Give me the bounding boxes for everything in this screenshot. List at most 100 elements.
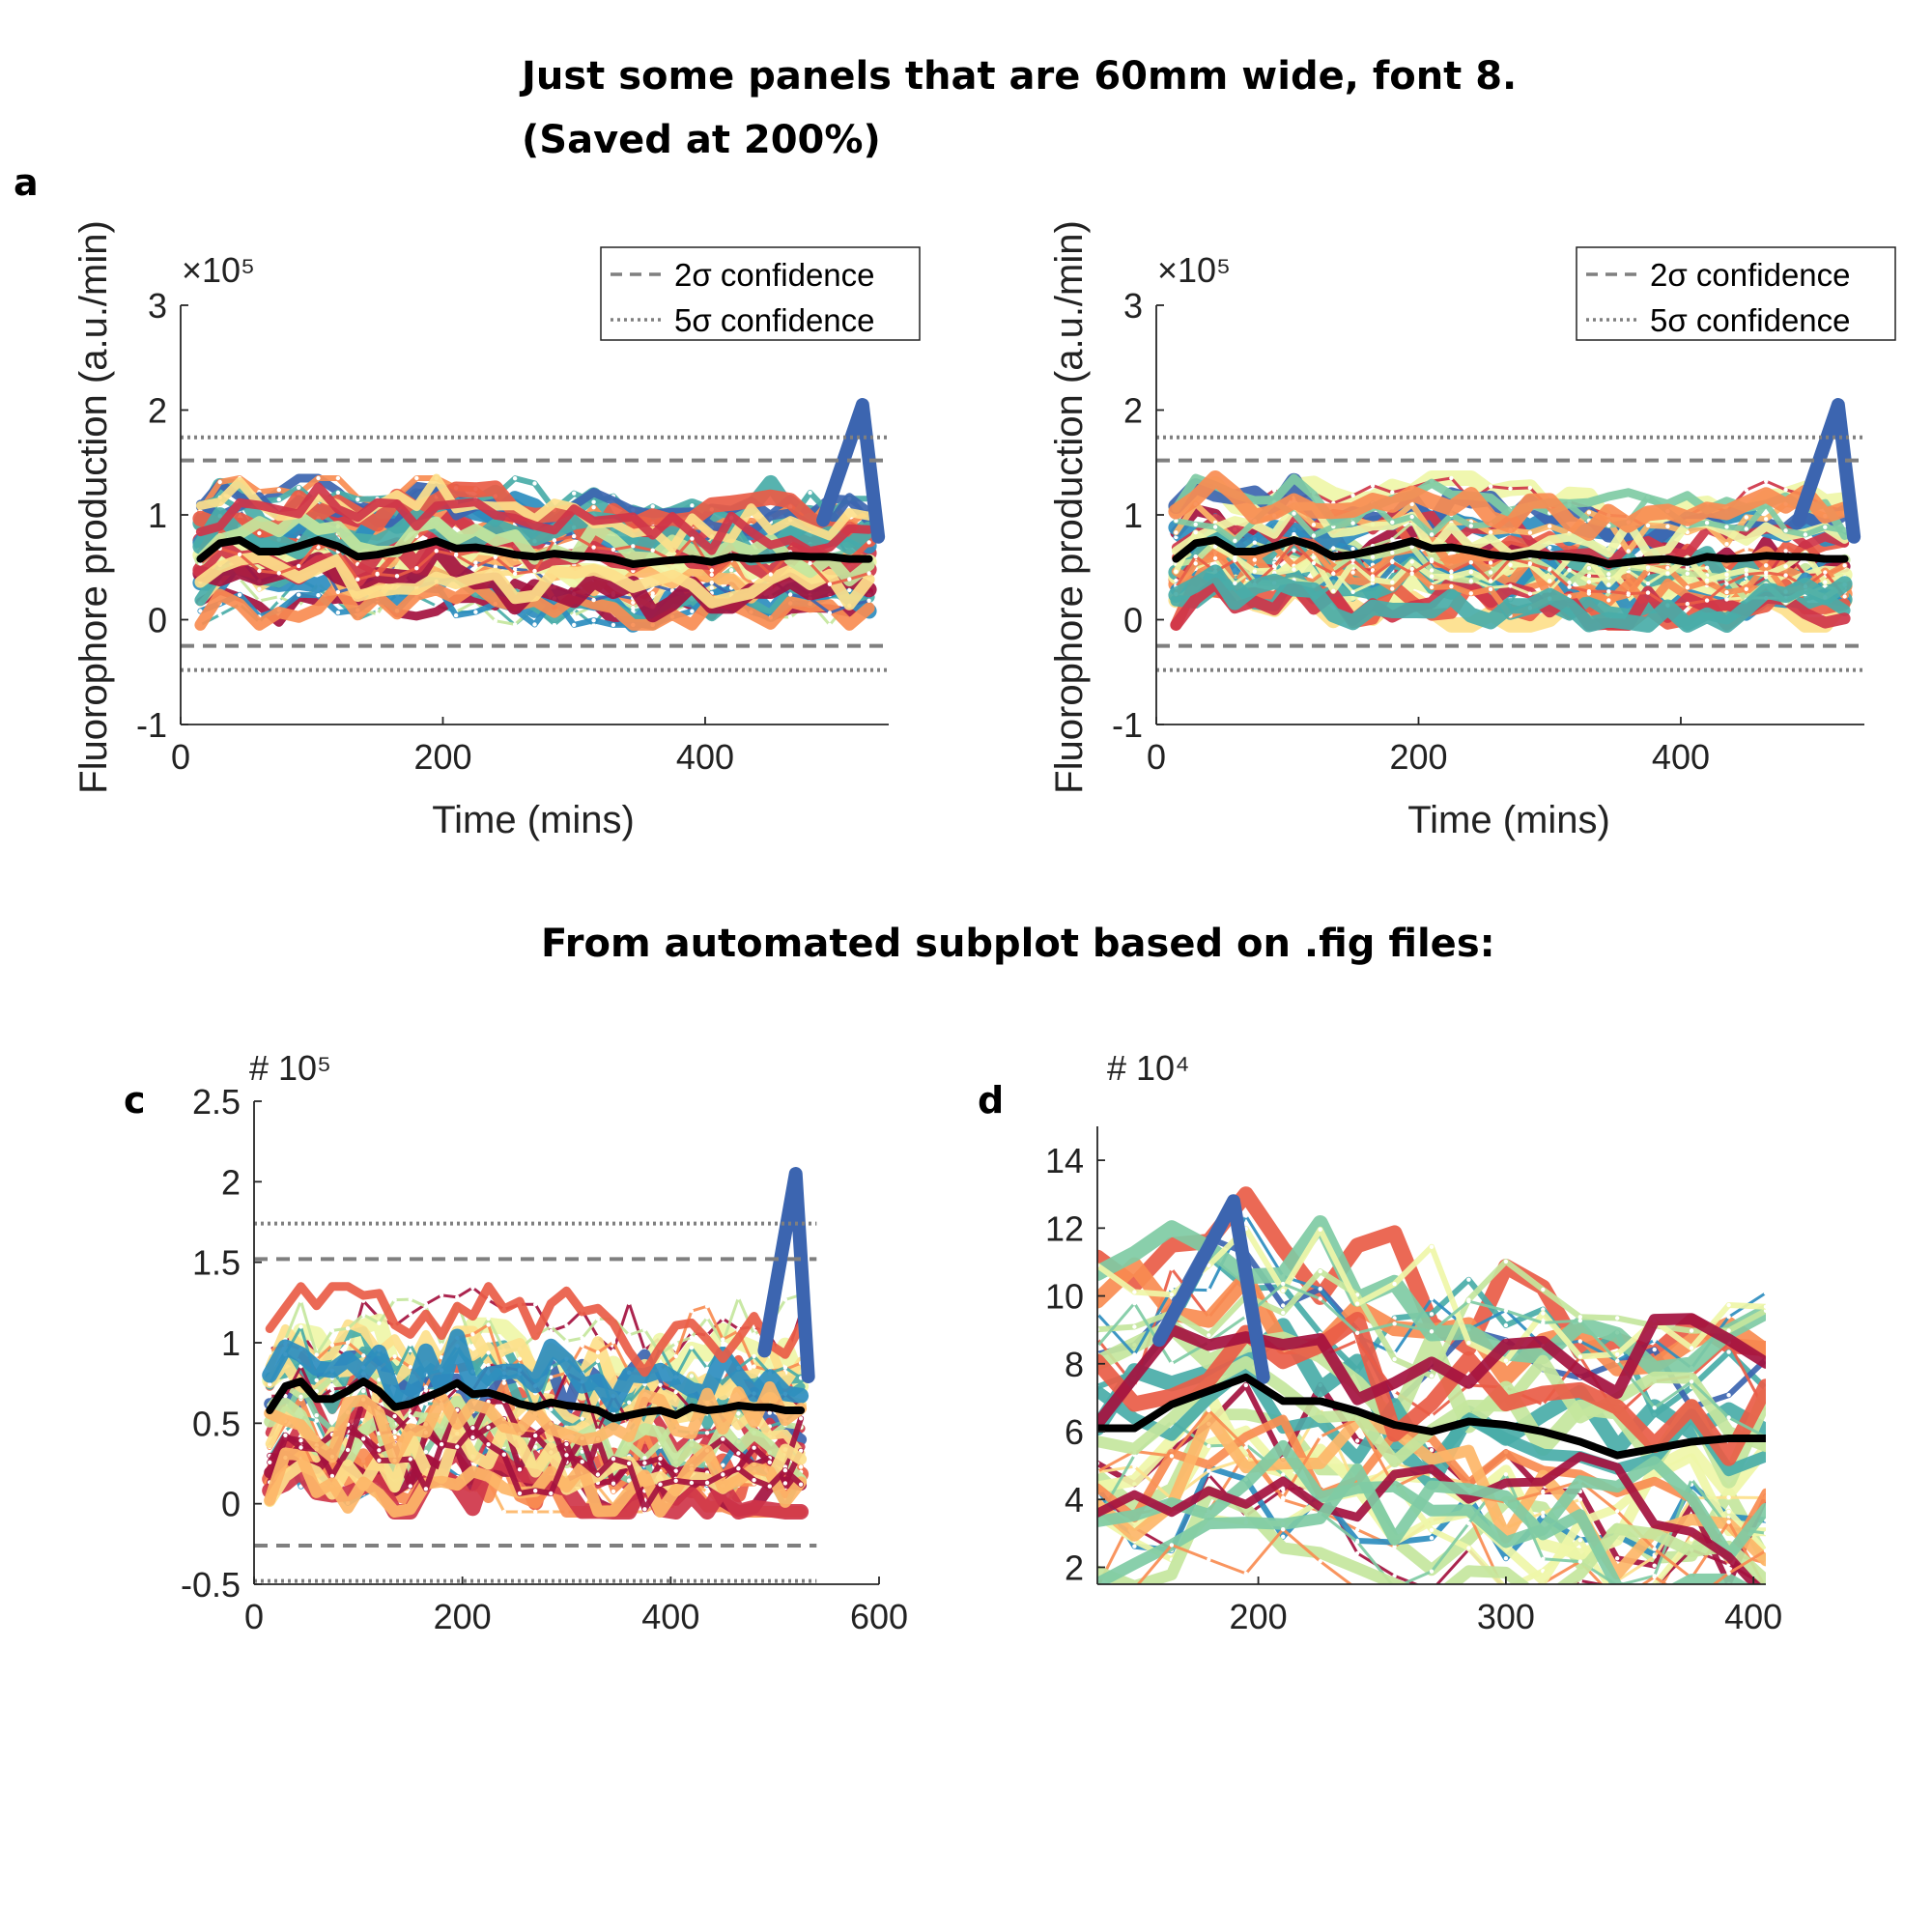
trace-point bbox=[512, 622, 518, 627]
trace-point bbox=[314, 1352, 319, 1357]
trace-point bbox=[1243, 1213, 1249, 1218]
trace-point bbox=[595, 1472, 601, 1477]
trace-point bbox=[268, 1349, 272, 1353]
trace-point bbox=[549, 1328, 554, 1334]
trace-point bbox=[1193, 561, 1198, 566]
trace-point bbox=[704, 1304, 710, 1309]
trace-point bbox=[1193, 554, 1198, 559]
trace-point bbox=[316, 545, 321, 550]
y-tick-label: 2.5 bbox=[192, 1082, 241, 1122]
trace-point bbox=[335, 589, 341, 595]
trace-point bbox=[1318, 1227, 1322, 1233]
trace-peak bbox=[757, 1167, 815, 1383]
trace-line bbox=[1168, 470, 1853, 541]
mean-series-line bbox=[1097, 1373, 1766, 1460]
trace-point bbox=[627, 1300, 632, 1306]
trace-point bbox=[1174, 578, 1179, 583]
trace-point bbox=[298, 1324, 303, 1329]
trace-point bbox=[1508, 486, 1513, 491]
trace-point bbox=[1541, 1490, 1546, 1495]
trace-point bbox=[237, 552, 242, 557]
trace-point bbox=[1392, 1321, 1397, 1326]
trace-point bbox=[533, 1302, 538, 1307]
trace-point bbox=[611, 622, 616, 628]
trace-point bbox=[1207, 1557, 1211, 1562]
trace-point bbox=[1174, 569, 1179, 574]
y-tick-label: 1.5 bbox=[192, 1243, 241, 1283]
trace-point bbox=[1169, 1543, 1175, 1548]
trace-point bbox=[1354, 1527, 1360, 1532]
trace-point bbox=[268, 1460, 272, 1465]
trace-point bbox=[709, 568, 714, 573]
trace-point bbox=[1281, 1534, 1286, 1540]
trace-point bbox=[486, 1297, 491, 1303]
trace-point bbox=[1724, 542, 1729, 547]
trace-point bbox=[470, 1426, 475, 1431]
trace-point bbox=[642, 1456, 647, 1461]
trace-point bbox=[1726, 1494, 1731, 1500]
trace-point bbox=[533, 1489, 538, 1493]
trace-point bbox=[1132, 1324, 1137, 1329]
trace-point bbox=[298, 1445, 303, 1450]
trace-point bbox=[798, 1416, 804, 1421]
trace-point bbox=[827, 611, 833, 615]
trace-line bbox=[1097, 1414, 1766, 1564]
y-tick-label: -1 bbox=[136, 705, 167, 745]
trace-point bbox=[1763, 1308, 1766, 1313]
trace-point bbox=[1503, 1472, 1509, 1477]
trace-point bbox=[1586, 510, 1592, 515]
trace-point bbox=[1233, 557, 1237, 563]
trace-point bbox=[564, 1453, 569, 1458]
trace-point bbox=[1430, 1599, 1434, 1603]
trace-point bbox=[392, 1413, 397, 1419]
trace-point bbox=[533, 1444, 538, 1450]
trace-point bbox=[533, 1433, 538, 1438]
trace-point bbox=[1504, 1587, 1508, 1591]
trace-point bbox=[611, 1481, 616, 1486]
trace-point bbox=[1744, 547, 1749, 552]
trace-point bbox=[375, 611, 380, 616]
trace-point bbox=[689, 1346, 695, 1350]
trace-point bbox=[1132, 1301, 1137, 1306]
trace-point bbox=[493, 554, 497, 559]
trace-point bbox=[549, 1324, 554, 1329]
trace-point bbox=[847, 587, 852, 593]
trace-line bbox=[262, 1328, 810, 1413]
trace-point bbox=[721, 1436, 725, 1441]
trace-point bbox=[1541, 1556, 1546, 1562]
trace-point bbox=[642, 1327, 647, 1332]
y-tick-label: 4 bbox=[1065, 1480, 1084, 1520]
trace-point bbox=[1783, 487, 1788, 493]
y-tick-label: 0 bbox=[1123, 601, 1143, 640]
trace-point bbox=[361, 1312, 366, 1318]
trace-point bbox=[752, 1478, 756, 1483]
trace-point bbox=[867, 571, 871, 576]
trace-point bbox=[1370, 568, 1376, 573]
trace-point bbox=[345, 1326, 351, 1331]
trace-point bbox=[1488, 484, 1493, 489]
trace-point bbox=[501, 1380, 506, 1385]
panel-label: d bbox=[978, 1079, 1004, 1122]
trace-point bbox=[1350, 493, 1355, 498]
trace-point bbox=[501, 1452, 506, 1457]
trace-point bbox=[1567, 580, 1572, 585]
trace-point bbox=[709, 580, 714, 585]
trace-point bbox=[408, 1484, 412, 1489]
trace-point bbox=[434, 549, 439, 554]
trace-point bbox=[564, 1441, 569, 1447]
trace-point bbox=[580, 1449, 584, 1454]
trace-point bbox=[767, 1484, 772, 1489]
x-tick-label: 200 bbox=[434, 1597, 492, 1636]
trace-point bbox=[1370, 554, 1376, 559]
trace-point bbox=[1744, 526, 1749, 531]
trace-point bbox=[470, 1435, 475, 1440]
trace-point bbox=[345, 1340, 351, 1345]
trace-point bbox=[1318, 1435, 1322, 1439]
trace-point bbox=[847, 577, 852, 582]
trace-point bbox=[827, 622, 833, 628]
trace-point bbox=[1429, 1244, 1435, 1250]
y-tick-label: 1 bbox=[1123, 496, 1143, 535]
trace-point bbox=[1726, 1509, 1731, 1515]
trace-point bbox=[316, 593, 321, 598]
